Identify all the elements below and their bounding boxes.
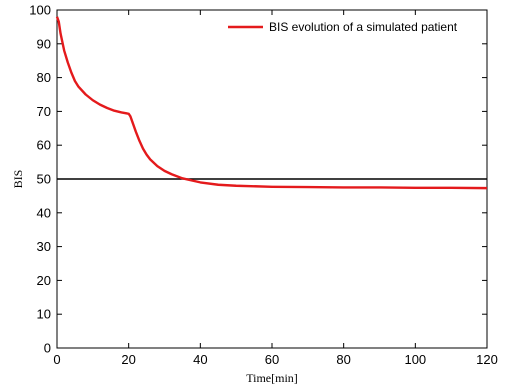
y-tick-label: 40 <box>37 205 51 220</box>
x-axis-ticks: 0 20 40 60 80 100 120 <box>53 10 498 367</box>
x-tick-label: 80 <box>336 352 350 367</box>
y-tick-label: 80 <box>37 70 51 85</box>
x-tick-label: 100 <box>404 352 426 367</box>
x-tick-label: 20 <box>121 352 135 367</box>
x-tick-label: 120 <box>476 352 498 367</box>
y-tick-label: 30 <box>37 239 51 254</box>
y-axis-label: BIS <box>11 170 25 189</box>
x-axis-label: Time[min] <box>246 371 298 385</box>
series-line-bis <box>55 16 488 190</box>
y-tick-label: 60 <box>37 138 51 153</box>
y-tick-label: 100 <box>29 3 51 18</box>
y-tick-label: 50 <box>37 172 51 187</box>
legend: BIS evolution of a simulated patient <box>228 20 458 34</box>
x-tick-label: 60 <box>265 352 279 367</box>
y-tick-label: 70 <box>37 104 51 119</box>
y-tick-label: 10 <box>37 307 51 322</box>
y-tick-label: 20 <box>37 273 51 288</box>
y-tick-label: 0 <box>44 341 51 356</box>
x-tick-label: 40 <box>193 352 207 367</box>
y-tick-label: 90 <box>37 36 51 51</box>
x-tick-label: 0 <box>53 352 60 367</box>
legend-label: BIS evolution of a simulated patient <box>269 20 458 34</box>
